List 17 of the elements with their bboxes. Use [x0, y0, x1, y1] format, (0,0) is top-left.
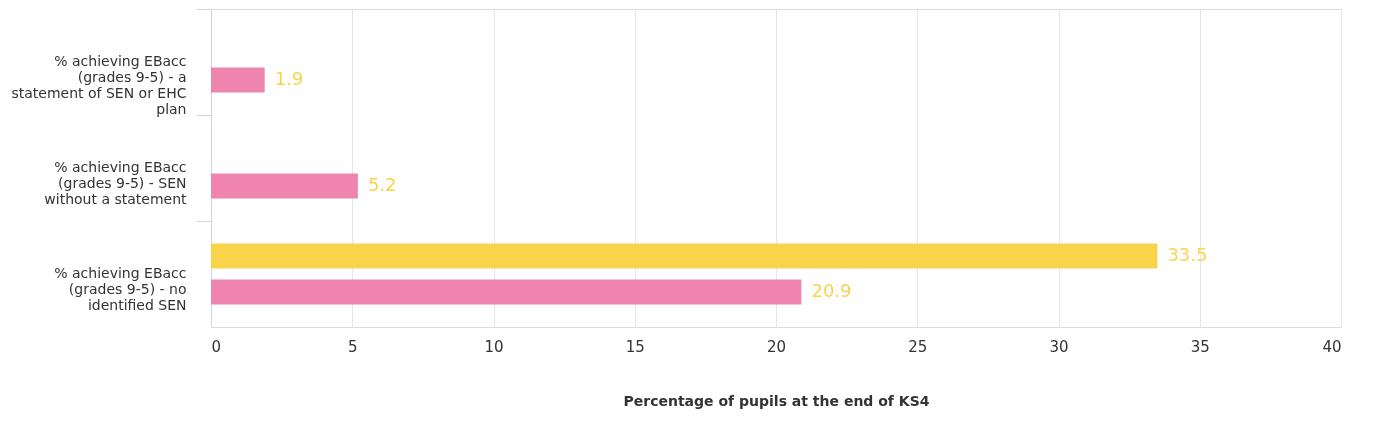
x-tick-label: 30: [1049, 337, 1069, 356]
x-tick-label: 40: [1322, 337, 1342, 356]
data-label: 5.2: [367, 173, 397, 195]
x-tick-label: 35: [1190, 337, 1210, 356]
data-label: 1.9: [274, 67, 304, 89]
x-axis-title: Percentage of pupils at the end of KS4: [623, 392, 930, 409]
x-tick-label: 0: [211, 337, 222, 356]
data-label: 20.9: [811, 279, 852, 301]
y-tick-label: % achieving EBacc (grades 9-5) - no identified SEN: [54, 265, 187, 313]
x-tick-label: 25: [908, 337, 928, 356]
y-tick-label: % achieving EBacc (grades 9-5) - a statement of SEN or EHC plan: [11, 53, 187, 117]
x-tick-label: 5: [347, 337, 358, 356]
x-tick-label: 20: [766, 337, 787, 356]
data-label: 33.5: [1167, 244, 1208, 266]
x-tick-label: 15: [625, 337, 645, 356]
x-tick-label: 10: [484, 337, 504, 356]
y-tick-label: % achieving EBacc (grades 9-5) - SEN without a statement: [44, 159, 188, 207]
